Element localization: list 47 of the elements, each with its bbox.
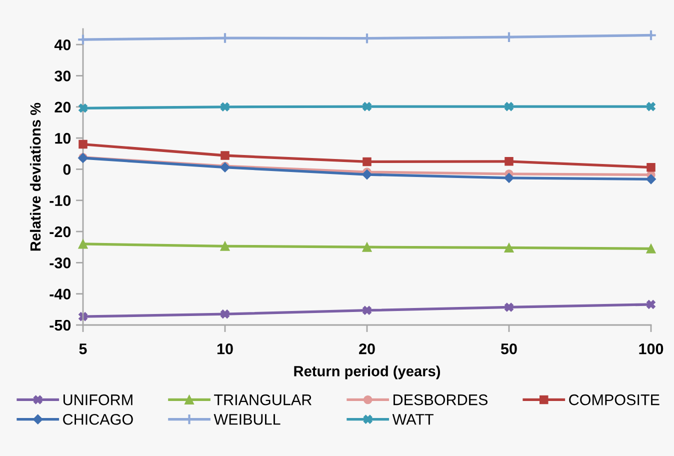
x-tick-label: 50 <box>500 343 517 354</box>
x-axis-title: Return period (years) <box>294 366 440 380</box>
y-tick-label: 10 <box>55 132 71 144</box>
legend-label: CHICAGO <box>63 414 133 425</box>
y-tick-label: 20 <box>54 102 71 113</box>
point <box>362 242 372 252</box>
point <box>78 140 88 149</box>
x-tick-label: 100 <box>639 343 664 354</box>
y-tick-label: -50 <box>50 320 71 331</box>
point <box>78 104 88 113</box>
x-tick-label: 20 <box>359 343 375 354</box>
legend-label: UNIFORM <box>63 394 132 406</box>
point <box>362 170 372 180</box>
point <box>646 102 656 112</box>
point <box>646 174 656 184</box>
point <box>220 310 230 319</box>
legend-label: TRIANGULAR <box>214 394 312 406</box>
point <box>362 306 372 315</box>
point <box>504 172 514 183</box>
y-tick-label: 30 <box>54 70 71 82</box>
legend-label: COMPOSITE <box>569 394 660 406</box>
point <box>220 102 230 112</box>
y-tick-label: -10 <box>50 195 71 206</box>
point <box>362 157 372 166</box>
legend-label: WATT <box>392 414 434 425</box>
point <box>646 244 656 254</box>
point <box>504 102 514 112</box>
point <box>504 243 514 252</box>
point <box>77 34 89 46</box>
point <box>504 157 514 166</box>
y-tick-label: -30 <box>50 258 71 268</box>
y-tick-label: -20 <box>50 226 71 238</box>
y-axis-title: Relative deviations % <box>30 102 41 251</box>
y-tick-label: -40 <box>50 288 71 300</box>
x-tick-label: 10 <box>217 343 233 354</box>
x-tick-label: 5 <box>79 344 87 354</box>
y-tick-label: 0 <box>63 164 71 175</box>
point <box>362 102 372 112</box>
point <box>220 151 230 160</box>
point <box>220 241 230 251</box>
y-tick-label: 40 <box>54 39 71 50</box>
point <box>504 302 514 312</box>
legend-label: WEIBULL <box>214 414 280 425</box>
point <box>646 162 656 172</box>
point <box>78 239 88 249</box>
point <box>646 300 656 309</box>
legend-label: DESBORDES <box>394 394 488 406</box>
